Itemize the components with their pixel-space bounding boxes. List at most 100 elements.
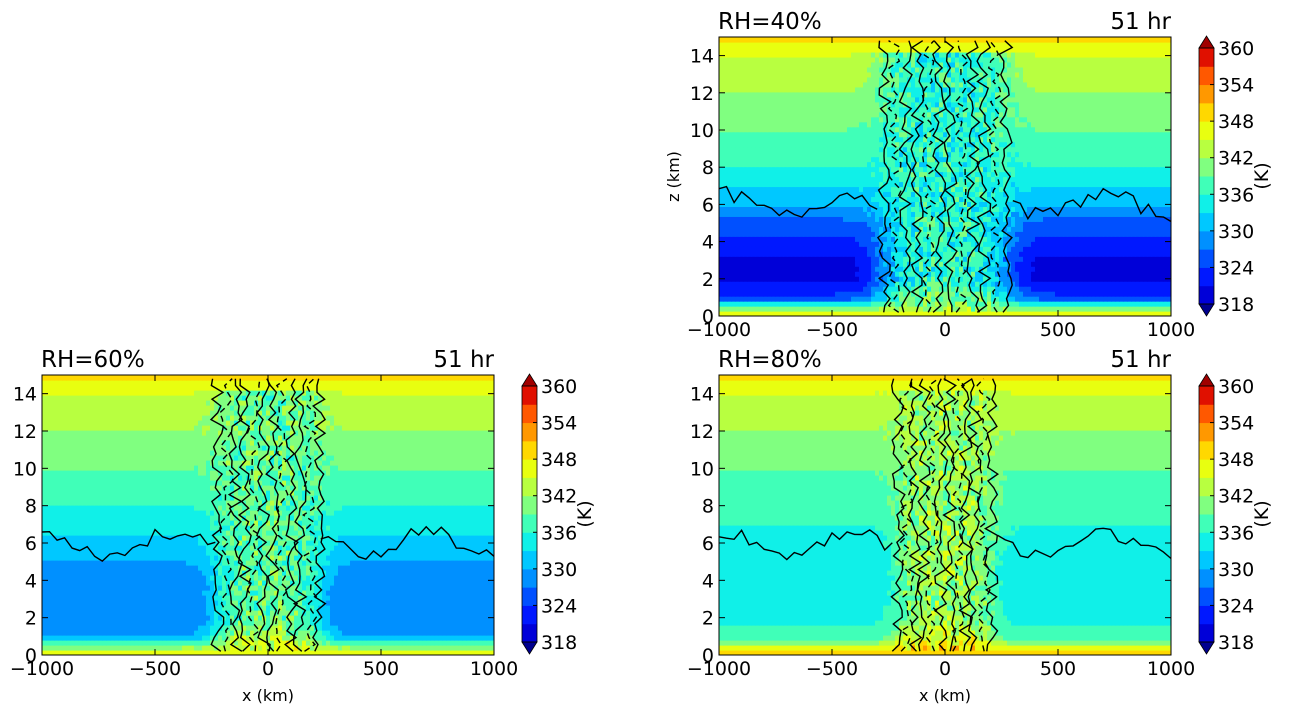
theta-cell [867, 196, 872, 203]
theta-cell [1095, 121, 1100, 128]
theta-cell [1139, 236, 1144, 242]
theta-cell [723, 206, 728, 212]
theta-cell [851, 136, 856, 143]
theta-cell [1131, 226, 1136, 232]
theta-cell [895, 181, 900, 188]
theta-cell [859, 291, 864, 297]
theta-cell [887, 236, 892, 242]
theta-cell [803, 226, 808, 232]
theta-cell [783, 111, 788, 118]
theta-cell [1087, 196, 1092, 203]
theta-cell [863, 281, 868, 287]
theta-cell [951, 226, 956, 232]
theta-cell [1143, 301, 1148, 307]
theta-cell [819, 131, 824, 138]
theta-cell [803, 286, 808, 292]
theta-cell [991, 176, 996, 183]
theta-cell [1087, 206, 1092, 212]
theta-cell [743, 161, 748, 168]
theta-cell [807, 161, 812, 168]
theta-cell [1111, 211, 1116, 217]
theta-cell [955, 281, 960, 287]
theta-cell [995, 206, 1000, 212]
theta-cell [803, 166, 808, 173]
theta-cell [907, 146, 912, 153]
theta-cell [1159, 306, 1164, 312]
theta-cell [1011, 131, 1016, 138]
theta-cell [1155, 151, 1160, 158]
theta-cell [1099, 246, 1104, 252]
theta-cell [767, 206, 772, 212]
theta-cell [951, 141, 956, 148]
theta-cell [1095, 251, 1100, 257]
theta-cell [807, 301, 812, 307]
theta-cell [931, 106, 936, 113]
theta-cell [983, 121, 988, 128]
theta-cell [1063, 211, 1068, 217]
theta-cell [927, 261, 932, 267]
theta-cell [1003, 211, 1008, 217]
theta-cell [1167, 281, 1171, 287]
theta-cell [1087, 186, 1092, 193]
theta-cell [923, 136, 928, 143]
theta-cell [1047, 121, 1052, 128]
theta-cell [879, 201, 884, 207]
theta-cell [991, 251, 996, 257]
theta-cell [747, 236, 752, 242]
theta-cell [983, 286, 988, 292]
theta-cell [1031, 281, 1036, 287]
theta-cell [727, 271, 732, 277]
theta-cell [771, 251, 776, 257]
theta-cell [1115, 156, 1120, 163]
theta-cell [1059, 296, 1064, 302]
theta-cell [739, 281, 744, 287]
theta-cell [1067, 231, 1072, 237]
theta-cell [727, 126, 732, 133]
theta-cell [1143, 106, 1148, 113]
theta-cell [731, 216, 736, 222]
theta-cell [1095, 111, 1100, 118]
theta-cell [887, 161, 892, 168]
theta-cell [1019, 231, 1024, 237]
theta-cell [959, 301, 964, 307]
theta-cell [839, 296, 844, 302]
theta-cell [1023, 196, 1028, 203]
theta-cell [1091, 286, 1096, 292]
theta-cell [743, 271, 748, 277]
theta-cell [1123, 101, 1128, 108]
theta-cell [803, 186, 808, 193]
theta-cell [1035, 166, 1040, 173]
theta-cell [1143, 266, 1148, 272]
theta-cell [771, 106, 776, 113]
theta-cell [903, 281, 908, 287]
theta-cell [875, 291, 880, 297]
theta-cell [1011, 201, 1016, 207]
theta-cell [787, 241, 792, 247]
theta-cell [871, 231, 876, 237]
theta-cell [1099, 116, 1104, 123]
theta-cell [951, 306, 956, 312]
theta-cell [831, 181, 836, 188]
theta-cell [867, 166, 872, 173]
theta-cell [891, 131, 896, 138]
theta-cell [1063, 226, 1068, 232]
theta-cell [1039, 161, 1044, 168]
theta-cell [951, 121, 956, 128]
theta-cell [851, 196, 856, 203]
theta-cell [1147, 206, 1152, 212]
theta-cell [815, 111, 820, 118]
theta-cell [999, 136, 1004, 143]
theta-cell [1023, 111, 1028, 118]
theta-cell [851, 156, 856, 163]
theta-cell [927, 106, 932, 113]
theta-cell [987, 181, 992, 188]
theta-cell [771, 221, 776, 227]
theta-cell [859, 186, 864, 193]
theta-cell [975, 111, 980, 118]
theta-cell [895, 301, 900, 307]
theta-cell [967, 286, 972, 292]
theta-cell [879, 141, 884, 148]
theta-cell [835, 276, 840, 282]
theta-cell [1079, 266, 1084, 272]
theta-cell [1119, 101, 1124, 108]
